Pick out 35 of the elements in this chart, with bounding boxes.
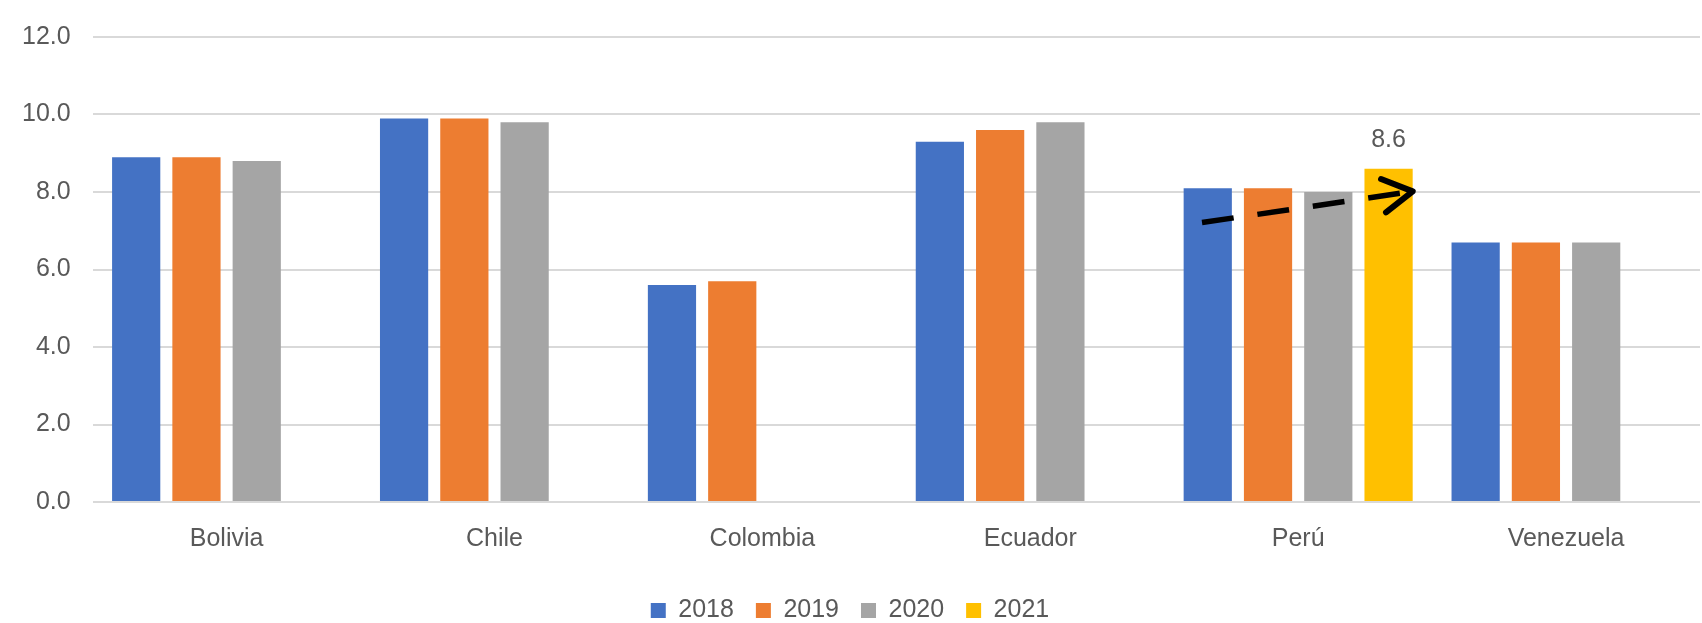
bar bbox=[647, 285, 697, 501]
y-tick-label: 10.0 bbox=[21, 98, 71, 127]
x-tick-label: Colombia bbox=[709, 522, 816, 551]
bar bbox=[1572, 242, 1621, 501]
y-tick-label: 0.0 bbox=[35, 485, 71, 514]
bar bbox=[1243, 188, 1293, 501]
y-tick-label: 8.0 bbox=[35, 175, 71, 204]
y-tick-label: 2.0 bbox=[35, 408, 71, 437]
bar bbox=[1511, 242, 1561, 501]
bar bbox=[915, 141, 964, 501]
x-tick-label: Ecuador bbox=[983, 522, 1077, 551]
bar bbox=[1036, 122, 1085, 501]
y-tick-label: 4.0 bbox=[35, 330, 71, 359]
legend-label: 2021 bbox=[993, 594, 1050, 623]
bar bbox=[500, 122, 549, 501]
legend-label: 2019 bbox=[783, 594, 840, 623]
bar bbox=[172, 157, 221, 501]
x-tick-label: Chile bbox=[466, 522, 523, 551]
bar bbox=[232, 161, 281, 501]
bar bbox=[379, 118, 429, 501]
y-tick-label: 12.0 bbox=[21, 20, 71, 49]
bar bbox=[1451, 242, 1500, 501]
bar bbox=[112, 157, 161, 501]
legend-label: 2018 bbox=[678, 594, 734, 623]
bar bbox=[1304, 192, 1353, 501]
bar bbox=[440, 118, 489, 501]
bar bbox=[1183, 188, 1232, 501]
x-tick-label: Venezuela bbox=[1507, 522, 1625, 551]
y-tick-label: 6.0 bbox=[35, 253, 71, 282]
bar bbox=[976, 130, 1025, 501]
legend-label: 2020 bbox=[888, 594, 945, 623]
bar bbox=[708, 281, 757, 501]
data-label: 8.6 bbox=[1371, 124, 1406, 153]
x-tick-label: Perú bbox=[1271, 522, 1325, 551]
x-tick-label: Bolivia bbox=[189, 522, 264, 551]
